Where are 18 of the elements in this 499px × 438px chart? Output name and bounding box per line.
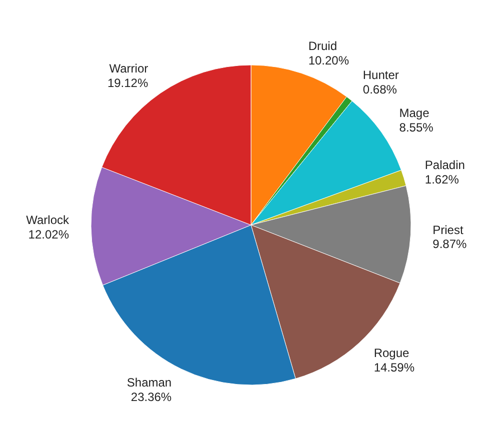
slice-label: Druid	[308, 38, 338, 53]
data-label: 1.62%	[424, 172, 460, 186]
slice-label: Mage	[399, 106, 430, 120]
slice-label: Shaman	[126, 375, 172, 390]
data-label: 19.12%	[107, 76, 148, 90]
data-label: 8.55%	[399, 120, 434, 134]
slice-label: Hunter	[362, 68, 399, 82]
slice-label: Priest	[432, 222, 464, 237]
data-label: 0.68%	[362, 82, 398, 96]
slice-label: Rogue	[374, 346, 410, 360]
slice-label: Warrior	[109, 61, 148, 76]
data-label: 9.87%	[432, 237, 468, 252]
data-label: 23.36%	[130, 390, 172, 404]
slice-label: Paladin	[424, 158, 465, 172]
slice-label: Warlock	[26, 213, 70, 228]
data-label: 10.20%	[308, 53, 350, 68]
data-label: 14.59%	[374, 360, 415, 374]
data-label: 12.02%	[28, 227, 70, 242]
